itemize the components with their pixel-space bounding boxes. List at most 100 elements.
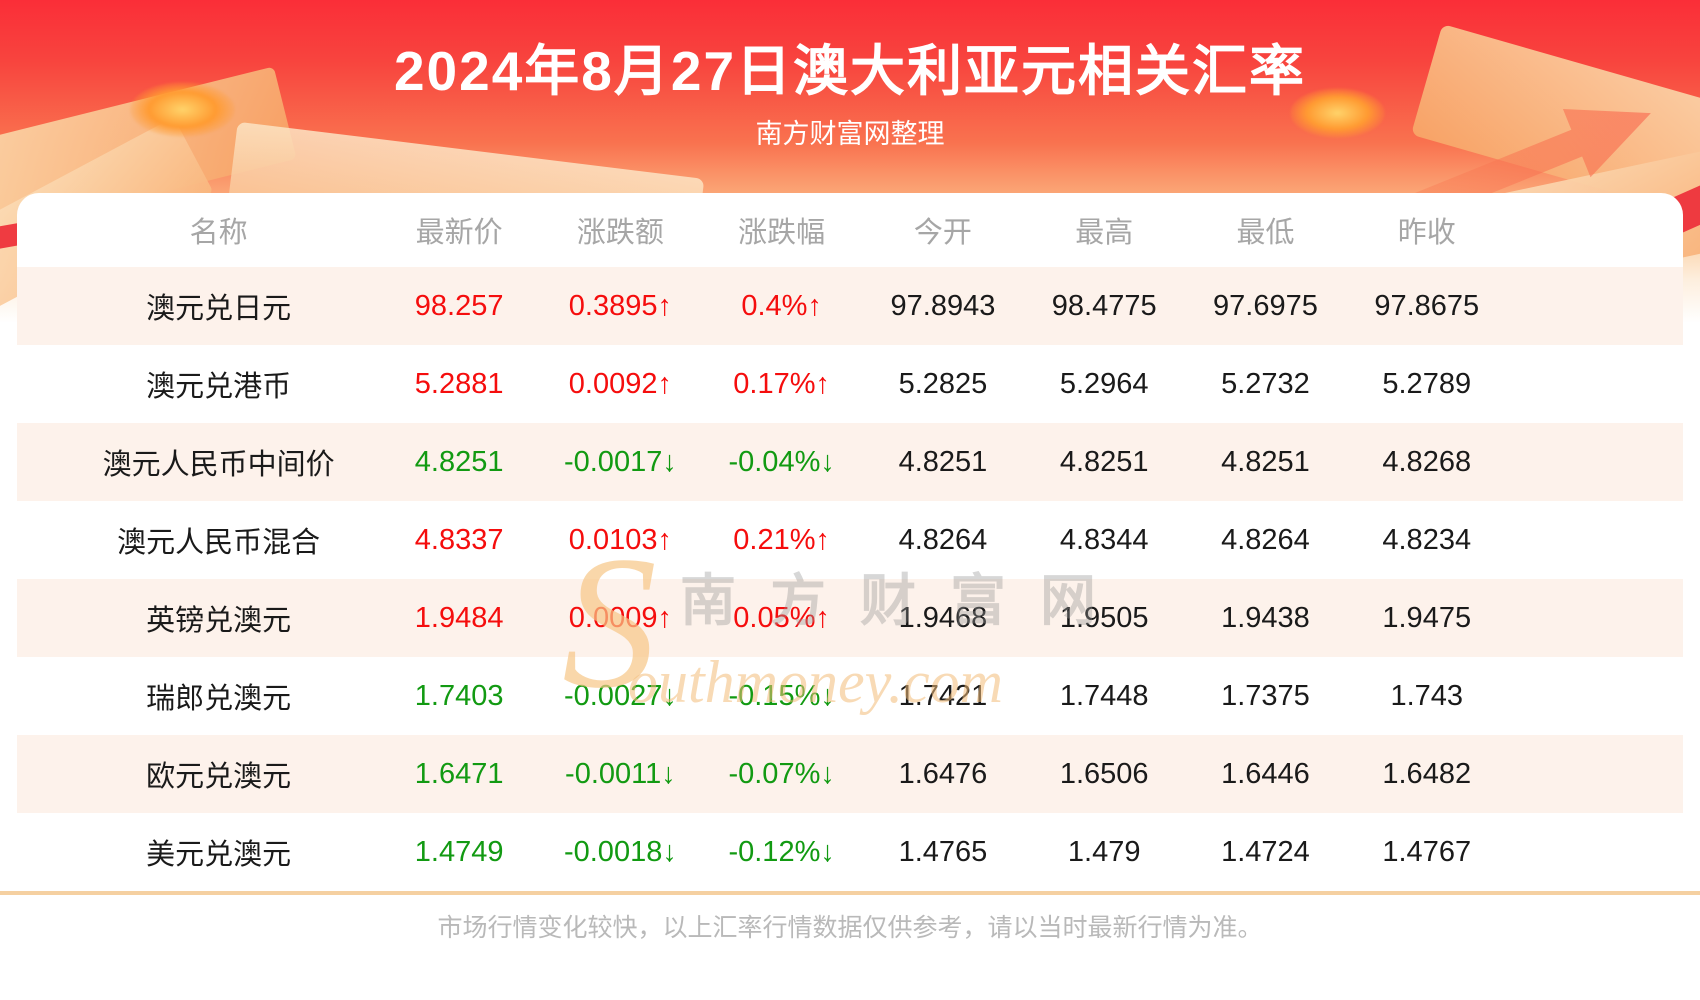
spacer <box>1507 579 1683 657</box>
table-row: 澳元人民币混合 4.8337 0.0103↑ 0.21%↑ 4.8264 4.8… <box>17 501 1683 579</box>
latest-price-cell: 98.257 <box>378 267 540 345</box>
currency-pair-name: 欧元兑澳元 <box>58 735 379 813</box>
table-row: 澳元兑日元 98.257 0.3895↑ 0.4%↑ 97.8943 98.47… <box>17 267 1683 345</box>
footer-divider <box>0 891 1700 895</box>
page-title: 2024年8月27日澳大利亚元相关汇率 <box>393 40 1307 102</box>
latest-price-cell: 5.2881 <box>414 367 504 400</box>
change-amount-cell: -0.0011↓ <box>539 735 702 813</box>
open-cell: 4.8251 <box>862 423 1024 501</box>
open-cell: 5.2825 <box>898 367 988 400</box>
change-percent-cell: 0.21%↑ <box>733 523 831 556</box>
column-header-prev-close: 昨收 <box>1397 217 1456 249</box>
currency-pair-name: 澳元人民币中间价 <box>58 423 379 501</box>
prev-close-cell: 1.743 <box>1390 679 1464 712</box>
page-subtitle: 南方财富网整理 <box>755 119 945 149</box>
table-row: 澳元兑港币 5.2881 0.0092↑ 0.17%↑ 5.2825 5.296… <box>17 345 1683 423</box>
latest-price-cell: 1.9484 <box>378 579 540 657</box>
column-header-high: 最高 <box>1075 217 1134 249</box>
high-cell: 4.8251 <box>1023 423 1185 501</box>
spacer <box>1507 423 1683 501</box>
change-percent-cell: 0.17%↑ <box>733 367 831 400</box>
change-percent-cell: 0.05%↑ <box>701 579 863 657</box>
spacer <box>17 501 59 579</box>
prev-close-cell: 4.8234 <box>1382 523 1472 556</box>
currency-pair-name: 瑞郎兑澳元 <box>146 683 292 715</box>
change-amount-cell: -0.0018↓ <box>563 835 677 868</box>
low-cell: 1.9438 <box>1184 579 1347 657</box>
spacer <box>17 657 59 735</box>
spacer <box>17 735 59 813</box>
column-header-low: 最低 <box>1236 217 1295 249</box>
change-amount-cell: 0.3895↑ <box>539 267 702 345</box>
latest-price-cell: 1.4749 <box>414 835 504 868</box>
table-row: 欧元兑澳元 1.6471 -0.0011↓ -0.07%↓ 1.6476 1.6… <box>17 735 1683 813</box>
latest-price-cell: 1.6471 <box>378 735 540 813</box>
open-cell: 4.8264 <box>898 523 988 556</box>
column-header-name: 名称 <box>189 217 248 249</box>
latest-price-cell: 4.8337 <box>414 523 504 556</box>
change-percent-cell: -0.15%↓ <box>728 679 835 712</box>
column-header-latest: 最新价 <box>415 217 503 249</box>
spacer <box>17 345 59 423</box>
prev-close-cell: 1.9475 <box>1346 579 1508 657</box>
open-cell: 1.9468 <box>862 579 1024 657</box>
high-cell: 1.479 <box>1067 835 1141 868</box>
table-row: 英镑兑澳元 1.9484 0.0009↑ 0.05%↑ 1.9468 1.950… <box>17 579 1683 657</box>
change-percent-cell: -0.12%↓ <box>728 835 835 868</box>
spacer <box>17 813 59 891</box>
open-cell: 97.8943 <box>862 267 1024 345</box>
change-percent-cell: -0.07%↓ <box>701 735 863 813</box>
currency-pair-name: 澳元兑日元 <box>58 267 379 345</box>
low-cell: 97.6975 <box>1184 267 1347 345</box>
low-cell: 5.2732 <box>1221 367 1310 400</box>
open-cell: 1.4765 <box>898 835 988 868</box>
spacer <box>17 267 59 345</box>
spacer <box>1507 735 1683 813</box>
spacer <box>1507 657 1683 735</box>
rates-card: 名称 最新价 涨跌额 涨跌幅 今开 最高 最低 昨收 澳元兑日元 98.257 … <box>17 193 1683 891</box>
prev-close-cell: 5.2789 <box>1382 367 1472 400</box>
latest-price-cell: 4.8251 <box>378 423 540 501</box>
prev-close-cell: 4.8268 <box>1346 423 1508 501</box>
high-cell: 98.4775 <box>1023 267 1185 345</box>
open-cell: 1.6476 <box>862 735 1024 813</box>
currency-pair-name: 英镑兑澳元 <box>58 579 379 657</box>
change-percent-cell: -0.04%↓ <box>701 423 863 501</box>
low-cell: 1.6446 <box>1184 735 1347 813</box>
low-cell: 4.8251 <box>1184 423 1347 501</box>
prev-close-cell: 1.4767 <box>1382 835 1472 868</box>
footer-note: 市场行情变化较快，以上汇率行情数据仅供参考，请以当时最新行情为准。 <box>437 914 1263 942</box>
currency-pair-name: 澳元兑港币 <box>146 371 292 403</box>
column-header-open: 今开 <box>913 217 972 249</box>
high-cell: 1.7448 <box>1059 679 1149 712</box>
change-amount-cell: 0.0009↑ <box>539 579 702 657</box>
column-header-change: 涨跌额 <box>576 217 664 249</box>
spacer <box>1507 193 1683 267</box>
spacer <box>1507 813 1683 891</box>
spacer <box>1507 345 1683 423</box>
rates-table: 名称 最新价 涨跌额 涨跌幅 今开 最高 最低 昨收 澳元兑日元 98.257 … <box>17 193 1683 891</box>
spacer <box>1507 501 1683 579</box>
change-amount-cell: 0.0092↑ <box>568 367 672 400</box>
table-header-row: 名称 最新价 涨跌额 涨跌幅 今开 最高 最低 昨收 <box>17 193 1683 267</box>
low-cell: 1.7375 <box>1221 679 1310 712</box>
change-percent-cell: 0.4%↑ <box>701 267 863 345</box>
table-row: 澳元人民币中间价 4.8251 -0.0017↓ -0.04%↓ 4.8251 … <box>17 423 1683 501</box>
high-cell: 4.8344 <box>1059 523 1149 556</box>
spacer <box>1507 267 1683 345</box>
high-cell: 1.9505 <box>1023 579 1185 657</box>
change-amount-cell: -0.0017↓ <box>539 423 702 501</box>
column-header-change-pct: 涨跌幅 <box>738 217 826 249</box>
spacer <box>17 579 59 657</box>
high-cell: 5.2964 <box>1059 367 1149 400</box>
low-cell: 1.4724 <box>1221 835 1310 868</box>
spacer <box>17 193 59 267</box>
currency-pair-name: 澳元人民币混合 <box>117 527 321 559</box>
table-row: 瑞郎兑澳元 1.7403 -0.0027↓ -0.15%↓ 1.7421 1.7… <box>17 657 1683 735</box>
prev-close-cell: 1.6482 <box>1346 735 1508 813</box>
currency-pair-name: 美元兑澳元 <box>146 839 292 871</box>
spacer <box>17 423 59 501</box>
change-amount-cell: 0.0103↑ <box>568 523 672 556</box>
prev-close-cell: 97.8675 <box>1346 267 1508 345</box>
